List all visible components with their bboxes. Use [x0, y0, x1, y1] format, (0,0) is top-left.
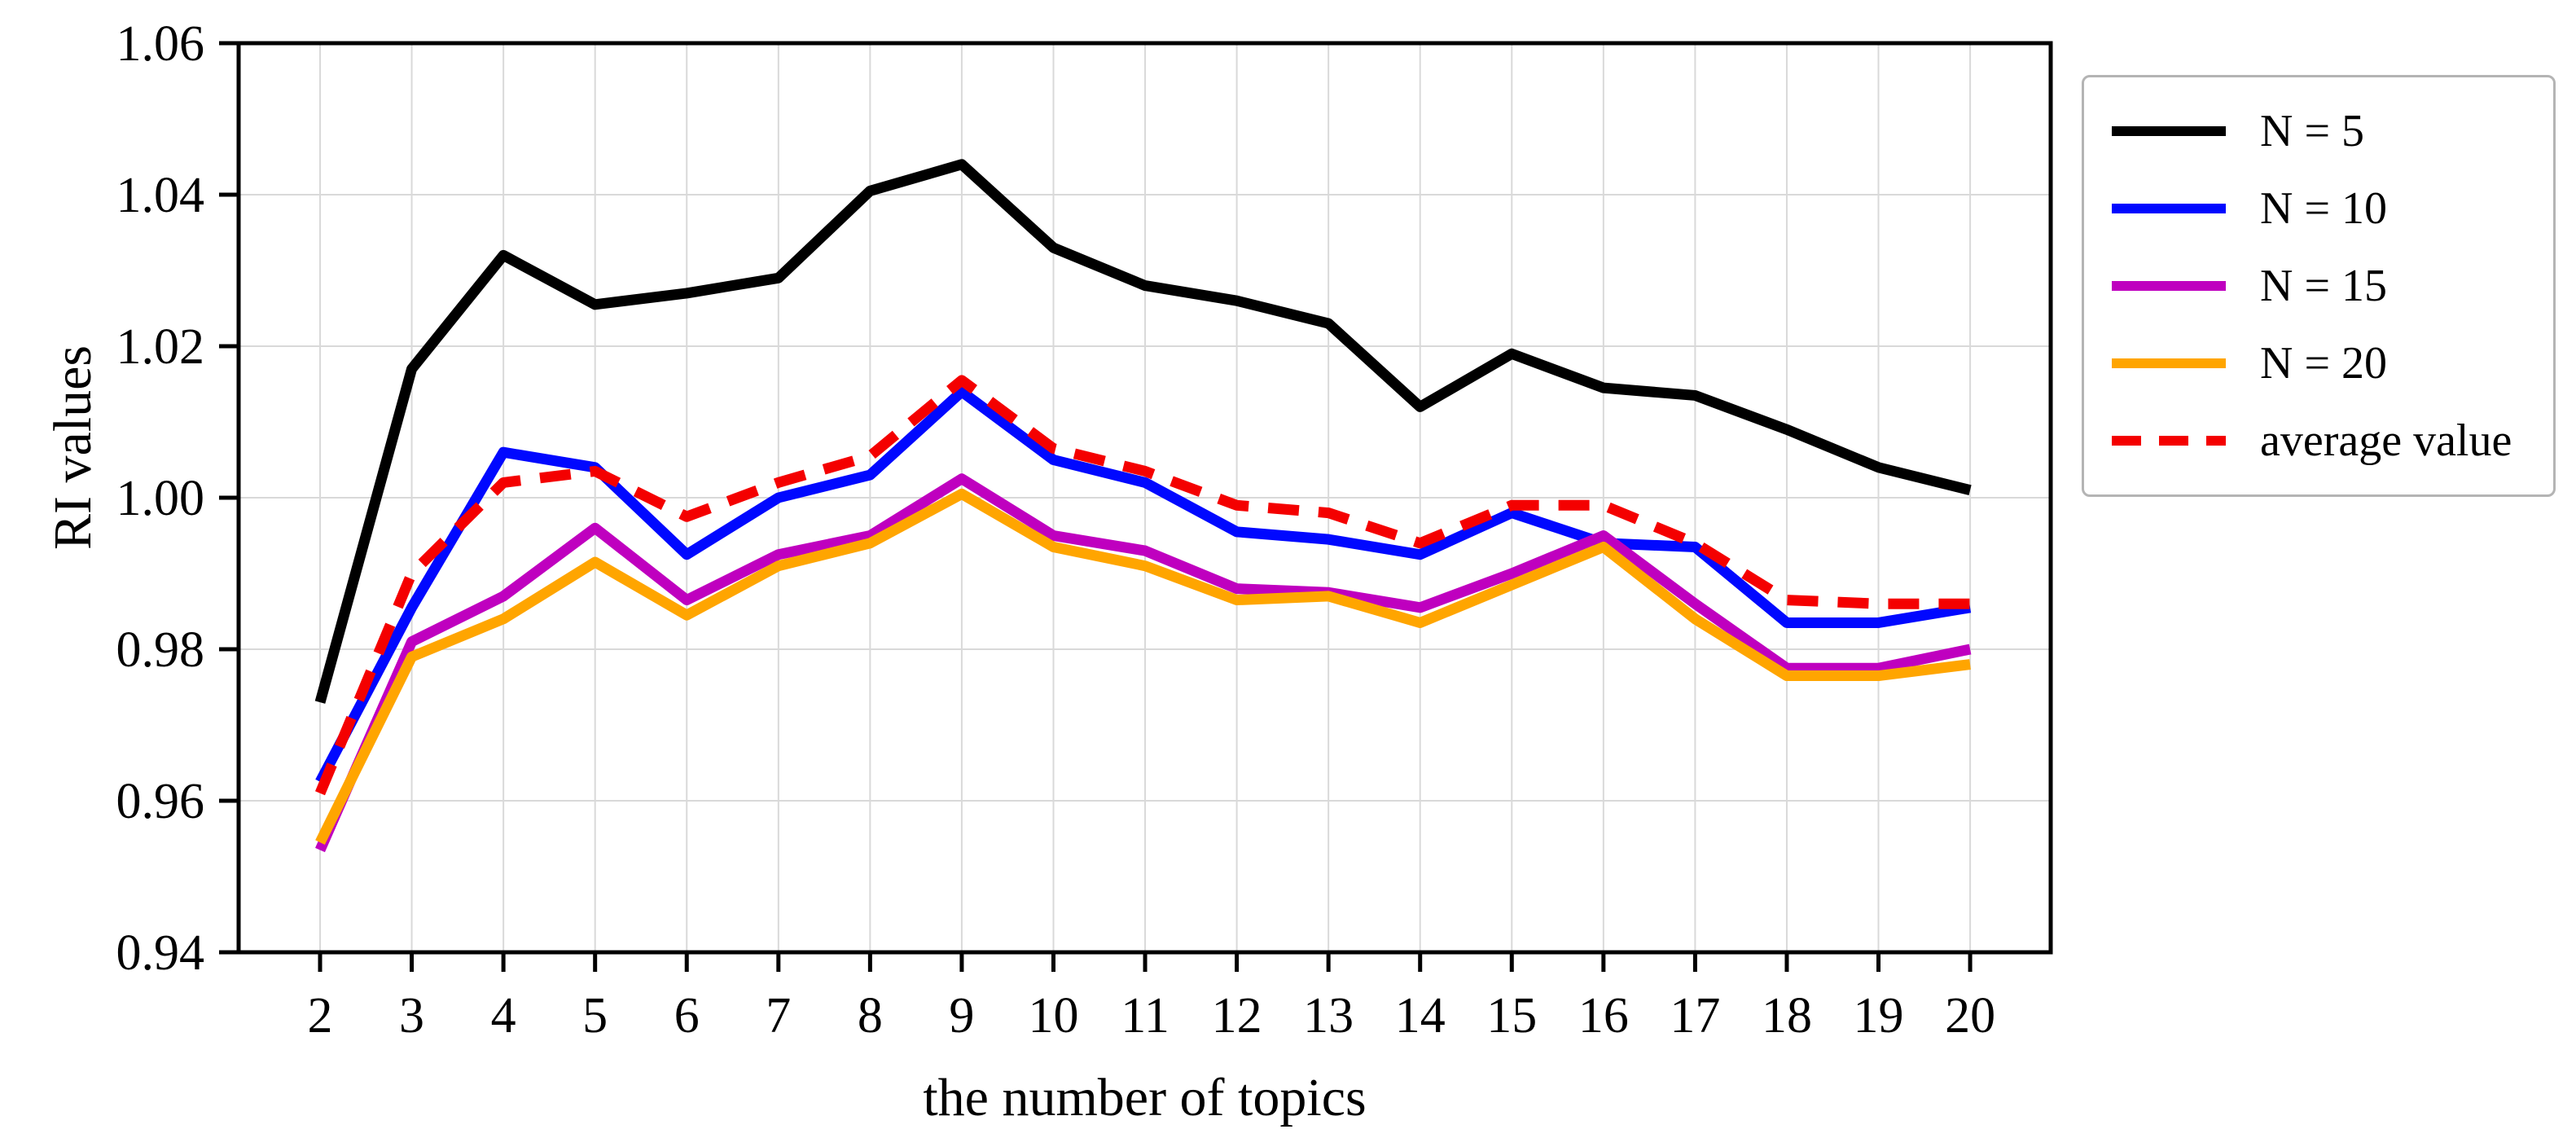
x-tick-label: 15: [1486, 988, 1537, 1044]
x-tick-label: 17: [1670, 988, 1720, 1044]
average-dashed-line-sample-icon: [2112, 436, 2226, 446]
series-line-N=5: [314, 159, 1972, 704]
series-line-N=15: [315, 473, 1972, 853]
x-tick-label: 14: [1395, 988, 1446, 1044]
y-tick-label: 1.04: [116, 168, 205, 223]
y-tick-label: 1.00: [116, 471, 205, 526]
y-tick-label: 0.98: [116, 622, 205, 678]
x-tick-label: 18: [1762, 988, 1812, 1044]
legend-item-n20: N = 20: [2084, 337, 2553, 389]
y-tick-label: 0.96: [116, 774, 205, 829]
x-tick-label: 3: [399, 988, 424, 1044]
legend-label: N = 10: [2260, 182, 2388, 234]
x-tick-label: 6: [674, 988, 700, 1044]
x-tick-label: 19: [1854, 988, 1904, 1044]
legend-label: N = 15: [2260, 260, 2388, 311]
x-axis-title: the number of topics: [923, 1068, 1367, 1127]
legend-item-n5: N = 5: [2084, 105, 2553, 157]
legend-label: N = 5: [2260, 105, 2365, 156]
x-tick-label: 2: [308, 988, 333, 1044]
series-line-averagevalue: [315, 375, 1971, 796]
x-tick-label: 13: [1303, 988, 1354, 1044]
n10-line-sample-icon: [2112, 203, 2226, 213]
x-tick-label: 9: [949, 988, 974, 1044]
x-tick-label: 5: [582, 988, 608, 1044]
x-tick-label: 10: [1028, 988, 1078, 1044]
y-tick-label: 1.02: [116, 319, 205, 375]
x-tick-label: 7: [766, 988, 791, 1044]
y-tick-label: 1.06: [116, 16, 205, 72]
legend: N = 5 N = 10 N = 15 N = 20 average value: [2082, 75, 2556, 497]
legend-item-average: average value: [2084, 415, 2553, 467]
x-tick-label: 12: [1212, 988, 1262, 1044]
x-tick-label: 20: [1945, 988, 1995, 1044]
n20-line-sample-icon: [2112, 358, 2226, 369]
legend-item-n15: N = 15: [2084, 260, 2553, 312]
x-tick-label: 11: [1121, 988, 1170, 1044]
legend-label: N = 20: [2260, 338, 2388, 389]
n15-line-sample-icon: [2112, 280, 2226, 291]
x-tick-label: 4: [491, 988, 516, 1044]
legend-label: average value: [2260, 415, 2512, 467]
y-tick-label: 0.94: [116, 925, 205, 981]
x-tick-label: 8: [858, 988, 883, 1044]
series-line-N=20: [315, 488, 1971, 846]
x-tick-label: 16: [1578, 988, 1629, 1044]
y-axis-title: RI values: [43, 345, 103, 550]
n5-line-sample-icon: [2112, 125, 2226, 136]
legend-item-n10: N = 10: [2084, 182, 2553, 235]
